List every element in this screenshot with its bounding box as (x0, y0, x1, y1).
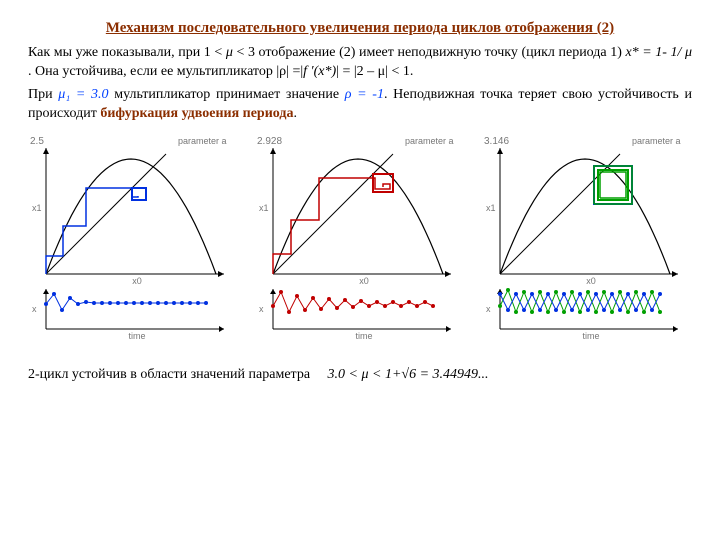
p2-text-d: . (293, 106, 297, 121)
param-label: 2.928 (257, 136, 282, 147)
panel-svg-1: 2.928 parameter a x1 x0 x time (255, 134, 465, 344)
param-label: 2.5 (30, 136, 44, 147)
panel-svg-2: 3.146 parameter a x1 x0 x time (482, 134, 692, 344)
p2-rho: ρ = -1 (345, 87, 384, 102)
param-name: parameter a (178, 136, 227, 146)
p2-text-b: мультипликатор принимает значение (109, 87, 345, 102)
caption: 2-цикл устойчив в области значений парам… (28, 366, 692, 385)
p1-mu: μ (226, 45, 233, 60)
caption-text: 2-цикл устойчив в области значений парам… (28, 367, 310, 382)
ylabel: x1 (259, 203, 269, 213)
param-label: 3.146 (484, 136, 509, 147)
caption-formula: 3.0 < μ < 1+√6 = 3.44949... (328, 367, 489, 382)
p2-bif: бифуркация удвоения периода (100, 106, 293, 121)
xlabel: x0 (586, 276, 596, 286)
p1-xstar: x* = 1- 1/ μ (625, 45, 692, 60)
page-title: Механизм последовательного увеличения пе… (28, 18, 692, 38)
param-name: parameter a (632, 136, 681, 146)
chart-row: 2.5 parameter a x1 x0 x time 2.928 parameter a x… (28, 134, 692, 344)
p2-mu1: μ₁ = 3.0 (58, 87, 108, 102)
chart-panel-0: 2.5 parameter a x1 x0 x time (28, 134, 238, 344)
paragraph-2: При μ₁ = 3.0 мультипликатор принимает зн… (28, 86, 692, 124)
paragraph-1: Как мы уже показывали, при 1 < μ < 3 ото… (28, 44, 692, 82)
p1-f: f ′(x*) (303, 64, 336, 79)
p2-text-a: При (28, 87, 58, 102)
panel-svg-0: 2.5 parameter a x1 x0 x time (28, 134, 238, 344)
p1-text-d: | = |2 – μ| < 1. (336, 64, 413, 79)
svg-text:x: x (32, 304, 37, 314)
chart-panel-2: 3.146 parameter a x1 x0 x time (482, 134, 692, 344)
svg-text:x: x (259, 304, 264, 314)
svg-text:time: time (355, 331, 372, 341)
xlabel: x0 (359, 276, 369, 286)
svg-text:time: time (128, 331, 145, 341)
svg-text:x: x (486, 304, 491, 314)
param-name: parameter a (405, 136, 454, 146)
ylabel: x1 (486, 203, 496, 213)
xlabel: x0 (132, 276, 142, 286)
chart-panel-1: 2.928 parameter a x1 x0 x time (255, 134, 465, 344)
p1-text-c: . Она устойчива, если ее мультипликатор … (28, 64, 303, 79)
p1-text-a: Как мы уже показывали, при 1 < (28, 45, 226, 60)
p1-text-b: < 3 отображение (2) имеет неподвижную то… (233, 45, 626, 60)
svg-text:time: time (582, 331, 599, 341)
ylabel: x1 (32, 203, 42, 213)
